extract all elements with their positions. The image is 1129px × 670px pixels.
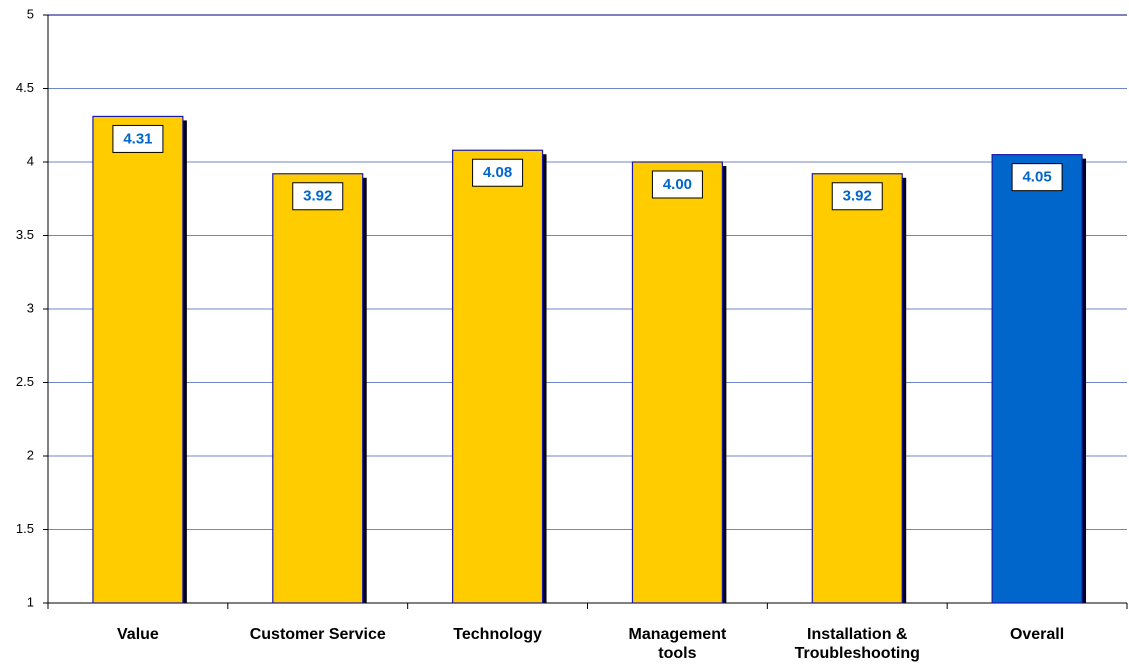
bar <box>811 173 903 604</box>
y-tick-label: 3.5 <box>16 227 34 242</box>
x-tick-label: Management tools <box>628 626 727 662</box>
value-label: 4.00 <box>663 176 692 193</box>
value-label-box <box>1011 163 1063 192</box>
y-tick-label: 4 <box>27 153 34 168</box>
x-tick-label: Installation & Troubleshooting <box>794 626 920 662</box>
value-label-box <box>831 182 883 211</box>
y-tick-label: 2 <box>27 447 34 462</box>
y-tick-label: 5 <box>27 6 34 21</box>
y-tick-label: 1.5 <box>16 521 34 536</box>
x-tick-label: Overall <box>1009 626 1065 643</box>
value-label-box <box>472 158 524 187</box>
value-label-box <box>112 124 164 153</box>
bar <box>631 161 723 604</box>
bar <box>92 115 184 604</box>
value-label: 4.08 <box>483 164 512 181</box>
value-label: 4.31 <box>123 130 152 147</box>
x-tick-label: Technology <box>453 626 542 643</box>
bar <box>452 149 544 604</box>
value-label: 4.05 <box>1022 169 1051 186</box>
y-tick-label: 4.5 <box>16 80 34 95</box>
y-tick-label: 3 <box>27 300 34 315</box>
bar <box>991 154 1083 604</box>
bar <box>272 173 364 604</box>
value-label: 3.92 <box>303 188 332 205</box>
value-label-box <box>292 182 344 211</box>
x-tick-label: Value <box>117 626 159 643</box>
x-tick-label: Customer Service <box>249 626 386 643</box>
value-label: 3.92 <box>843 188 872 205</box>
y-tick-label: 1 <box>27 594 34 609</box>
y-tick-label: 2.5 <box>16 374 34 389</box>
value-label-box <box>651 170 703 199</box>
